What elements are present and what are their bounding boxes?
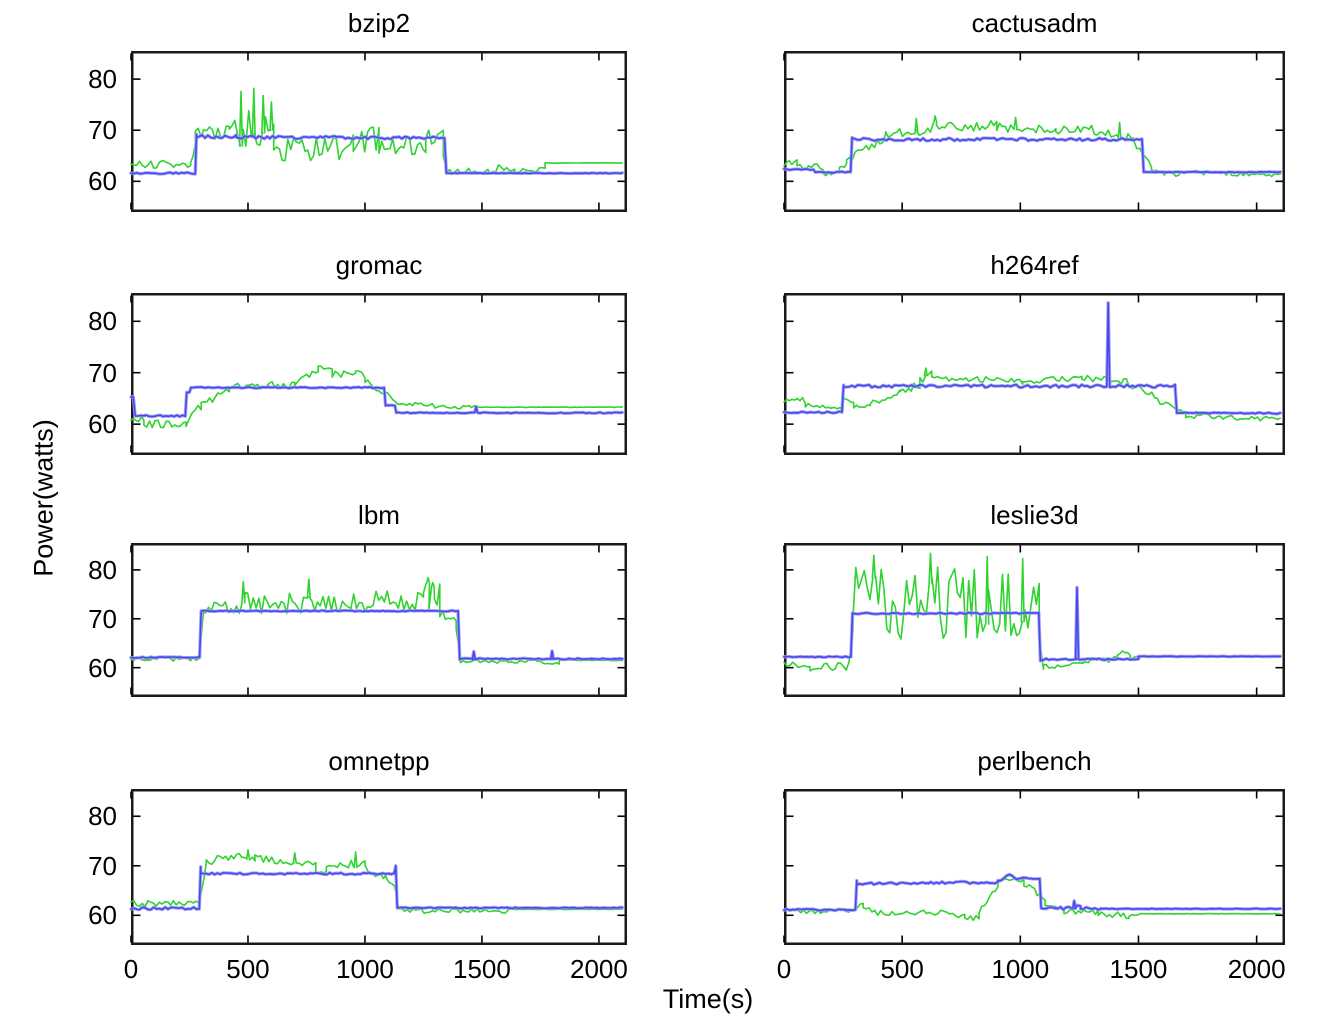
gromac-measured-line bbox=[130, 365, 624, 429]
y-tick-label: 70 bbox=[88, 115, 117, 146]
y-tick-label: 60 bbox=[88, 900, 117, 931]
bzip2-predicted-line bbox=[130, 133, 624, 175]
h264ref-measured-line bbox=[783, 367, 1282, 422]
y-axis-label: Power(watts) bbox=[28, 419, 59, 577]
tick-marks bbox=[783, 53, 1283, 210]
cactusadm-predicted-line bbox=[783, 136, 1282, 174]
subplot-leslie3d bbox=[782, 543, 1285, 697]
lbm-predicted-line-halo bbox=[129, 608, 624, 662]
tick-marks bbox=[783, 295, 1283, 453]
lbm-measured-line bbox=[130, 576, 624, 665]
leslie3d-predicted-line bbox=[783, 586, 1282, 662]
y-tick-label: 70 bbox=[88, 603, 117, 634]
tick-marks bbox=[130, 295, 625, 453]
gromac-title: gromac bbox=[335, 250, 423, 280]
subplot-h264ref bbox=[782, 293, 1285, 455]
subplot-cactusadm bbox=[782, 51, 1285, 212]
y-tick-label: 70 bbox=[88, 357, 117, 388]
subplot-lbm bbox=[129, 543, 627, 697]
y-tick-label: 60 bbox=[88, 409, 117, 440]
axis-box bbox=[131, 293, 627, 455]
omnetpp-predicted-line bbox=[130, 865, 624, 911]
x-tick-label: 0 bbox=[776, 954, 792, 984]
axis-box bbox=[131, 789, 627, 945]
h264ref-predicted-line bbox=[783, 302, 1282, 415]
lbm-predicted-line bbox=[130, 609, 624, 661]
x-tick-label: 2000 bbox=[1227, 954, 1286, 984]
tick-marks bbox=[783, 791, 1283, 943]
x-axis-label: Time(s) bbox=[662, 984, 754, 1014]
perlbench-predicted-line bbox=[783, 873, 1282, 912]
axis-box bbox=[131, 51, 627, 212]
y-tick-label: 80 bbox=[88, 554, 117, 585]
bzip2-measured-line bbox=[130, 87, 624, 176]
perlbench-measured-line bbox=[783, 877, 1282, 922]
x-tick-label: 1500 bbox=[453, 954, 511, 984]
gromac-predicted-line bbox=[130, 386, 624, 418]
cactusadm-title: cactusadm bbox=[971, 8, 1098, 38]
subplot-omnetpp bbox=[129, 789, 627, 945]
y-tick-label: 80 bbox=[88, 64, 117, 95]
leslie3d-title: leslie3d bbox=[990, 500, 1079, 530]
subplot-bzip2 bbox=[129, 51, 627, 212]
tick-marks bbox=[130, 545, 625, 695]
x-tick-label: 1000 bbox=[336, 954, 394, 984]
tick-marks bbox=[783, 545, 1283, 695]
x-tick-label: 1500 bbox=[1109, 954, 1168, 984]
cactusadm-measured-line bbox=[783, 115, 1282, 178]
y-tick-label: 60 bbox=[88, 166, 117, 197]
y-tick-label: 80 bbox=[88, 306, 117, 337]
axis-box bbox=[784, 51, 1285, 212]
bzip2-title: bzip2 bbox=[347, 8, 411, 38]
h264ref-title: h264ref bbox=[990, 250, 1079, 280]
subplot-perlbench bbox=[782, 789, 1285, 945]
lbm-title: lbm bbox=[358, 500, 400, 530]
y-tick-label: 80 bbox=[88, 801, 117, 832]
axis-box bbox=[784, 789, 1285, 945]
h264ref-predicted-line-halo bbox=[782, 301, 1282, 416]
omnetpp-title: omnetpp bbox=[328, 746, 430, 776]
x-tick-label: 1000 bbox=[991, 954, 1050, 984]
x-tick-label: 500 bbox=[880, 954, 924, 984]
axis-box bbox=[131, 543, 627, 697]
y-tick-label: 70 bbox=[88, 850, 117, 881]
omnetpp-predicted-line-halo bbox=[129, 864, 624, 912]
axis-box bbox=[784, 293, 1285, 455]
subplot-gromac bbox=[129, 293, 627, 455]
x-tick-label: 500 bbox=[226, 954, 270, 984]
x-tick-label: 2000 bbox=[570, 954, 628, 984]
y-tick-label: 60 bbox=[88, 652, 117, 683]
tick-marks bbox=[130, 53, 625, 210]
perlbench-title: perlbench bbox=[977, 746, 1092, 776]
omnetpp-measured-line bbox=[130, 849, 624, 914]
x-tick-label: 0 bbox=[123, 954, 139, 984]
cactusadm-predicted-line-halo bbox=[782, 135, 1282, 175]
axis-box bbox=[784, 543, 1285, 697]
tick-marks bbox=[130, 791, 625, 943]
